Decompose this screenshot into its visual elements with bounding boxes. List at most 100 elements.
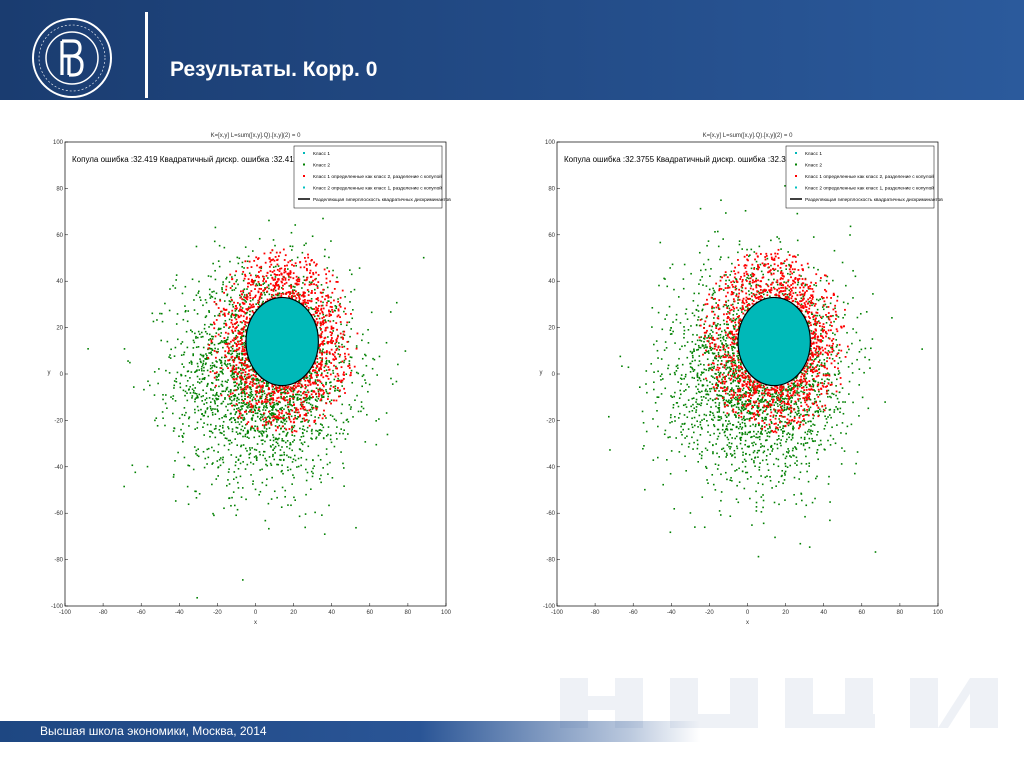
- class1-misclassified-point: [314, 382, 317, 385]
- class1-misclassified-point: [236, 302, 239, 304]
- class2-point: [280, 427, 282, 430]
- class2-point: [272, 294, 275, 297]
- class2-point: [689, 362, 691, 365]
- class1-misclassified-point: [289, 386, 292, 389]
- class1-misclassified-point: [296, 293, 299, 296]
- class2-point: [273, 490, 276, 493]
- class2-point: [335, 345, 337, 348]
- class2-point: [683, 390, 685, 392]
- class2-point: [258, 435, 261, 438]
- class2-point: [325, 417, 327, 419]
- class2-point: [739, 399, 741, 401]
- class1-misclassified-point: [279, 385, 281, 388]
- class2-point: [364, 441, 367, 443]
- class2-point: [172, 284, 174, 287]
- class2-point: [842, 301, 845, 304]
- x-tick-label: -40: [667, 610, 676, 616]
- class2-point: [341, 343, 343, 346]
- class2-point: [255, 274, 257, 277]
- class1-misclassified-point: [283, 259, 286, 261]
- class2-point: [404, 350, 407, 352]
- class1-misclassified-point: [302, 291, 305, 294]
- class2-point: [156, 424, 159, 427]
- class1-misclassified-point: [330, 314, 332, 317]
- class1-misclassified-point: [330, 341, 332, 344]
- class2-point: [739, 425, 742, 428]
- class2-point: [252, 396, 255, 399]
- class2-point: [237, 417, 240, 420]
- class2-point: [243, 288, 246, 290]
- class2-point: [730, 428, 732, 431]
- class1-misclassified-point: [312, 382, 315, 385]
- class2-point: [827, 483, 830, 485]
- class1-misclassified-point: [316, 365, 319, 368]
- class1-misclassified-point: [266, 393, 269, 396]
- class2-point: [207, 343, 210, 346]
- class2-point: [255, 457, 258, 460]
- class1-misclassified-point: [287, 291, 290, 294]
- class2-point: [327, 336, 329, 338]
- class2-point: [731, 303, 734, 306]
- class2-point: [258, 431, 260, 433]
- class2-point: [781, 390, 784, 392]
- class2-point: [271, 388, 274, 391]
- class2-point: [722, 319, 725, 322]
- class2-point: [203, 366, 205, 369]
- class1-misclassified-point: [329, 373, 332, 376]
- class1-misclassified-point: [297, 292, 300, 295]
- x-tick-label: 60: [858, 610, 865, 616]
- class1-misclassified-point: [329, 331, 332, 334]
- class2-point: [245, 403, 248, 406]
- class1-misclassified-point: [213, 301, 216, 303]
- class1-misclassified-point: [331, 291, 334, 294]
- class2-point: [738, 327, 740, 329]
- class1-misclassified-point: [280, 267, 283, 270]
- class2-point: [221, 385, 224, 387]
- class2-point: [725, 399, 728, 402]
- class2-point: [209, 352, 212, 354]
- class2-point: [211, 463, 214, 465]
- class2-point: [343, 485, 345, 487]
- class1-misclassified-point: [300, 294, 303, 297]
- class2-point: [236, 356, 238, 359]
- class2-point: [729, 389, 732, 391]
- class2-point: [285, 435, 287, 437]
- class2-point: [721, 448, 723, 451]
- class1-misclassified-point: [235, 270, 238, 273]
- class1-misclassified-point: [320, 332, 323, 335]
- class2-point: [300, 442, 303, 444]
- class2-point: [251, 427, 253, 429]
- class2-point: [254, 406, 257, 408]
- class2-point: [816, 364, 818, 367]
- class2-point: [188, 388, 190, 390]
- class1-misclassified-point: [338, 345, 341, 348]
- class2-point: [240, 395, 243, 398]
- class2-point: [217, 260, 220, 262]
- class2-point: [326, 353, 328, 355]
- class2-point: [257, 382, 260, 384]
- class2-point: [817, 299, 820, 302]
- class2-point: [204, 457, 207, 460]
- class2-point: [218, 385, 220, 388]
- class1-misclassified-point: [289, 389, 292, 391]
- class2-point: [234, 338, 237, 341]
- class2-point: [704, 390, 707, 392]
- class2-point: [244, 395, 246, 398]
- class2-point: [773, 404, 776, 406]
- class2-point: [244, 362, 246, 364]
- class1-misclassified-point: [268, 387, 270, 390]
- class2-point: [241, 343, 243, 346]
- class2-point: [225, 387, 228, 390]
- class2-point: [234, 393, 236, 396]
- class2-point: [714, 372, 716, 375]
- class2-point: [274, 445, 277, 448]
- class1-misclassified-point: [317, 274, 320, 276]
- class2-point: [320, 474, 322, 477]
- class2-point: [718, 402, 721, 404]
- class1-misclassified-point: [283, 390, 286, 393]
- class1-misclassified-point: [283, 269, 286, 272]
- class1-misclassified-point: [269, 270, 272, 273]
- class2-point: [721, 378, 723, 381]
- class2-point: [219, 298, 221, 301]
- class2-point: [276, 402, 279, 405]
